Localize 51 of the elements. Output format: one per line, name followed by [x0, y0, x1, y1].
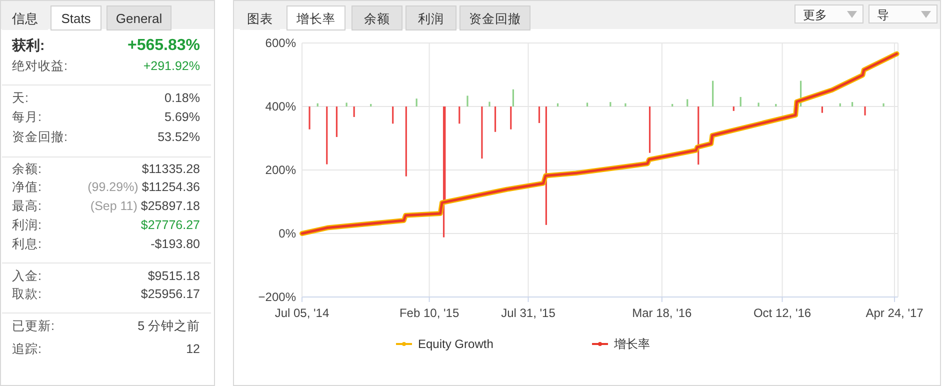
text: 追踪: [12, 342, 42, 356]
text: +291.92% [143, 59, 200, 73]
text: 绝对收益: [12, 59, 68, 73]
x-tick-label: Mar 18, '16 [632, 306, 692, 320]
text: -$193.80 [150, 237, 200, 251]
y-tick-label: 200% [265, 163, 296, 177]
x-tick-label: Oct 12, '16 [753, 306, 812, 320]
legend-label: 增长率 [613, 337, 650, 351]
text: 入金: [12, 269, 42, 283]
text: $27776.27 [140, 218, 200, 232]
text: $9515.18 [148, 269, 200, 283]
text: 余额: [12, 162, 42, 176]
text: 0.18% [164, 91, 200, 105]
text: 12 [186, 342, 200, 356]
x-tick-label: Feb 10, '15 [399, 306, 460, 320]
text: 天: [12, 91, 28, 105]
text: $11335.28 [142, 162, 200, 176]
text: 图表 [247, 12, 273, 26]
text: 余额 [364, 12, 390, 26]
text: 取款: [12, 287, 42, 301]
text: 信息 [12, 11, 38, 26]
text: (99.29%) $11254.36 [88, 180, 200, 194]
text: 已更新: [12, 319, 54, 333]
text: 5 分钟之前 [138, 319, 200, 333]
legend-label: Equity Growth [418, 337, 494, 351]
x-tick-label: Apr 24, '17 [866, 306, 924, 320]
y-tick-label: 400% [265, 100, 296, 114]
text: 更多 [803, 8, 827, 22]
text: General [116, 11, 162, 26]
y-tick-label: 0% [278, 226, 296, 240]
text: 最高: [12, 198, 42, 213]
text: $25956.17 [140, 287, 200, 301]
text: 利润: [12, 218, 42, 232]
text: Stats [61, 11, 92, 26]
x-tick-label: Jul 31, '15 [501, 306, 556, 320]
text: 获利: [11, 37, 45, 53]
text: 利润 [418, 12, 444, 26]
text: 净值: [12, 180, 42, 194]
text: 每月: [12, 110, 42, 124]
text: 53.52% [158, 130, 200, 144]
text: 导 [877, 8, 889, 22]
y-tick-label: −200% [258, 290, 296, 304]
text: 5.69% [164, 110, 200, 124]
text: 利息: [12, 237, 42, 251]
y-tick-label: 600% [265, 36, 296, 50]
text: (Sep 11) $25897.18 [90, 199, 200, 213]
text: 资金回撤: [12, 130, 68, 144]
x-tick-label: Jul 05, '14 [274, 306, 330, 320]
text: 增长率 [296, 11, 336, 26]
text: 资金回撤 [469, 12, 521, 26]
text: +565.83% [127, 37, 200, 54]
